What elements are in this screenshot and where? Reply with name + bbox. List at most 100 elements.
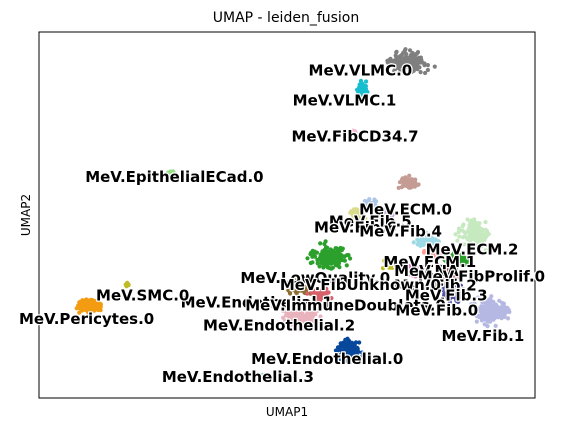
- data-point: [411, 68, 416, 73]
- data-point: [394, 50, 399, 55]
- data-point: [406, 263, 411, 269]
- data-point: [290, 311, 295, 316]
- data-point: [322, 241, 327, 247]
- data-point: [425, 239, 430, 245]
- data-point: [411, 240, 416, 245]
- data-point: [492, 308, 497, 313]
- data-point: [320, 249, 325, 254]
- data-point: [398, 69, 403, 74]
- data-point: [395, 60, 400, 65]
- cluster-label: MeV.EpithelialECad.0: [85, 168, 263, 186]
- data-point: [453, 294, 458, 299]
- cluster-label: MeV.Fib.3: [405, 286, 488, 304]
- data-point: [474, 319, 479, 324]
- data-point: [432, 64, 437, 69]
- data-point: [407, 48, 413, 53]
- data-point: [264, 375, 269, 380]
- data-point: [434, 248, 439, 253]
- data-point: [337, 265, 342, 270]
- cluster-label: MeV.FibProlif.0: [418, 267, 545, 285]
- data-point: [413, 64, 418, 69]
- data-point: [423, 70, 428, 76]
- data-point: [97, 305, 102, 310]
- data-point: [464, 230, 469, 235]
- data-point: [354, 87, 360, 92]
- data-point: [280, 308, 285, 313]
- data-point: [411, 264, 416, 269]
- data-point: [452, 277, 457, 282]
- data-point: [329, 266, 334, 271]
- data-point: [403, 176, 409, 181]
- cluster-mev-endothelial-1: [282, 278, 316, 296]
- cluster-mev-fibprolif-0: [442, 251, 473, 272]
- data-point: [347, 339, 352, 344]
- cluster-labels: MeV.VLMC.0 MeV.VLMC.1 MeV.FibCD34.7 MeV.Epi…: [18, 60, 547, 387]
- plot-frame: [38, 31, 536, 399]
- data-point: [321, 265, 326, 270]
- data-point: [449, 285, 454, 290]
- data-point: [403, 57, 408, 62]
- cluster-mev-fib-4: [376, 206, 397, 225]
- cluster-mev-fibunknown-0: [380, 258, 404, 271]
- data-point: [400, 59, 405, 64]
- data-point: [333, 246, 338, 251]
- data-point: [445, 293, 451, 298]
- data-point: [394, 262, 399, 267]
- data-point: [418, 263, 423, 268]
- data-point: [354, 207, 359, 212]
- data-point: [344, 253, 350, 258]
- data-point: [303, 319, 308, 324]
- data-point: [500, 300, 505, 305]
- cluster-mev-smc-0: [123, 280, 131, 289]
- data-point: [336, 261, 341, 266]
- data-point: [415, 50, 421, 55]
- data-point: [290, 317, 295, 322]
- cluster-mev-lowquality-0: [305, 239, 353, 271]
- cluster-label: MeV.ImmuneDoublets.0: [245, 296, 446, 314]
- data-point: [293, 286, 298, 291]
- data-point: [372, 200, 377, 206]
- data-point: [420, 270, 425, 275]
- data-point: [451, 289, 456, 294]
- data-point: [468, 220, 474, 225]
- data-point: [287, 290, 292, 295]
- cluster-mev-immunedoublets-0: [305, 286, 334, 303]
- data-point: [472, 301, 477, 306]
- data-point: [318, 314, 323, 319]
- cluster-label: MeV.Endothelial.3: [162, 368, 314, 386]
- data-point: [312, 294, 317, 300]
- data-point: [298, 286, 303, 291]
- data-point: [172, 171, 177, 176]
- cluster-label: MeV.Fib.6: [314, 219, 397, 237]
- data-point: [372, 197, 377, 202]
- data-point: [294, 319, 299, 324]
- data-point: [467, 240, 473, 245]
- data-point: [495, 311, 500, 316]
- data-point: [267, 372, 272, 377]
- data-point: [477, 232, 482, 237]
- data-point: [333, 348, 338, 353]
- data-point: [347, 345, 352, 350]
- data-point: [389, 59, 395, 64]
- cluster-label: MeV.Endothelial.2: [203, 316, 355, 334]
- data-point: [309, 288, 314, 294]
- data-point: [462, 242, 467, 247]
- cluster-label: MeV.FibCD34.7: [291, 128, 418, 146]
- data-point: [323, 253, 328, 258]
- data-point: [360, 214, 365, 219]
- data-point: [305, 256, 310, 261]
- data-point: [293, 307, 298, 312]
- data-point: [416, 59, 421, 64]
- data-point: [286, 286, 291, 291]
- data-point: [479, 304, 484, 309]
- data-point: [458, 269, 463, 274]
- data-point: [316, 288, 321, 293]
- data-point: [353, 131, 358, 136]
- data-point: [312, 288, 317, 293]
- data-point: [416, 240, 421, 245]
- cluster-mev-endothelial-3: [259, 372, 272, 382]
- data-point: [310, 260, 315, 265]
- data-point: [490, 305, 496, 310]
- data-point: [476, 307, 481, 312]
